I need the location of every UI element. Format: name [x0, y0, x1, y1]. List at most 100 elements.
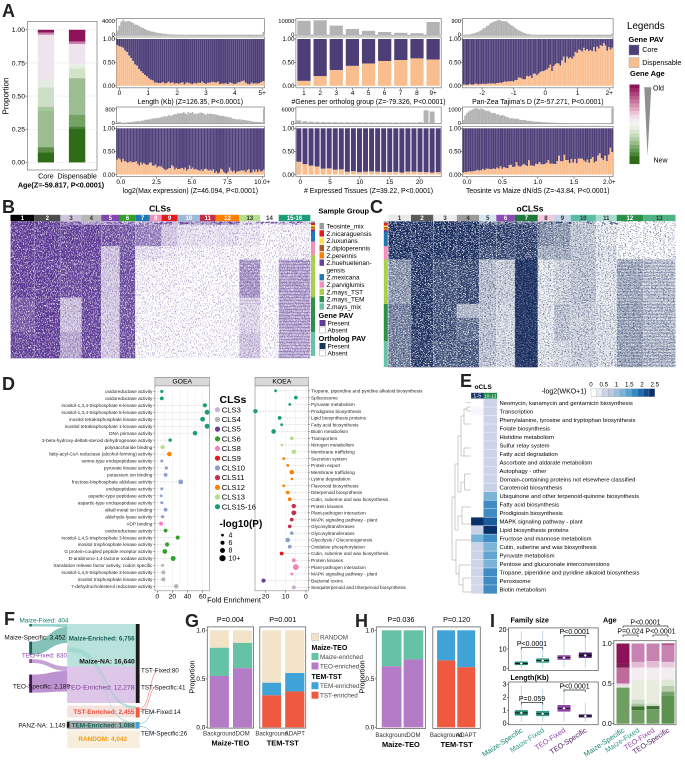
svg-text:0: 0 — [155, 593, 159, 600]
svg-text:New: New — [654, 158, 669, 165]
svg-text:Transporters: Transporters — [311, 436, 338, 441]
svg-text:Background: Background — [375, 732, 408, 739]
svg-text:P<0.0001: P<0.0001 — [630, 619, 660, 626]
svg-text:Fold Enrichment: Fold Enrichment — [207, 596, 261, 605]
svg-text:1.0: 1.0 — [365, 628, 374, 635]
svg-text:inositol tetrakisphosphate 1-k: inositol tetrakisphosphate 1-kinase acti… — [65, 424, 153, 429]
svg-text:2.0+: 2.0+ — [603, 179, 616, 186]
svg-text:P=0.059: P=0.059 — [519, 696, 545, 703]
svg-text:Phenylalanine, tyrosine and tr: Phenylalanine, tyrosine and tryptophan b… — [500, 418, 636, 424]
svg-text:CLS4: CLS4 — [222, 415, 241, 424]
svg-text:F: F — [4, 609, 15, 629]
svg-text:900: 900 — [451, 19, 461, 25]
svg-text:Z.mexicana: Z.mexicana — [327, 275, 360, 282]
svg-text:11: 11 — [603, 216, 610, 222]
svg-text:E: E — [460, 371, 472, 391]
svg-text:0.0: 0.0 — [463, 179, 472, 186]
svg-text:Fructose and mannose metabolis: Fructose and mannose metabolism — [500, 537, 592, 543]
svg-text:6000: 6000 — [281, 108, 294, 114]
svg-text:Transcription: Transcription — [500, 410, 534, 416]
svg-text:Maize-TEO: Maize-TEO — [382, 740, 420, 749]
svg-text:Membrane trafficking: Membrane trafficking — [311, 450, 355, 455]
svg-text:P=0.120: P=0.120 — [443, 615, 470, 624]
svg-text:ADAPT: ADAPT — [456, 732, 477, 739]
svg-text:Domain-containing proteins not: Domain-containing proteins not elsewhere… — [500, 477, 636, 483]
svg-text:P=0.024: P=0.024 — [617, 628, 643, 635]
svg-text:Nitrogen metabolism: Nitrogen metabolism — [311, 443, 354, 448]
svg-text:Protein kinases: Protein kinases — [311, 504, 344, 509]
svg-text:10.0+: 10.0+ — [254, 179, 270, 186]
svg-text:Maize-Specific: 3,452: Maize-Specific: 3,452 — [4, 635, 66, 642]
svg-text:2: 2 — [318, 90, 322, 97]
svg-text:11: 11 — [205, 216, 212, 222]
svg-text:0.5: 0.5 — [196, 676, 205, 683]
svg-text:Z.luxurians: Z.luxurians — [327, 238, 358, 245]
svg-text:aspartic-type peptidase activi: aspartic-type peptidase activity — [88, 494, 153, 499]
svg-text:log2(Max expression) (Z=46.094: log2(Max expression) (Z=46.094, P<0.0001… — [123, 188, 258, 195]
svg-text:Tropane, piperidine and pyridi: Tropane, piperidine and pyridine alkaloi… — [500, 570, 640, 576]
svg-text:Histidine metabolism: Histidine metabolism — [500, 435, 554, 441]
svg-text:0: 0 — [118, 90, 122, 97]
svg-text:1.00: 1.00 — [103, 126, 116, 133]
svg-text:0.00: 0.00 — [282, 83, 295, 90]
svg-text:Z.perennis: Z.perennis — [327, 253, 357, 260]
svg-text:# Expressed Tissues (Z=39.22,: # Expressed Tissues (Z=39.22, P<0.0001) — [304, 188, 433, 195]
svg-text:CLSs: CLSs — [149, 204, 171, 214]
svg-text:Dispensable: Dispensable — [642, 59, 681, 67]
svg-text:5+: 5+ — [259, 90, 267, 97]
svg-text:GOEA: GOEA — [172, 379, 192, 386]
svg-text:0: 0 — [589, 381, 593, 388]
svg-text:Z.parviglumis: Z.parviglumis — [327, 282, 365, 289]
svg-text:aspartic-type endopeptidase ac: aspartic-type endopeptidase activity — [78, 501, 153, 506]
svg-text:inositol-1,4,5-trisphosphate 3: inositol-1,4,5-trisphosphate 3-kinase ac… — [61, 535, 153, 540]
svg-text:Present: Present — [328, 343, 350, 350]
svg-text:Z.nicaraguensis: Z.nicaraguensis — [327, 231, 372, 238]
svg-text:CLS9: CLS9 — [222, 454, 241, 463]
svg-text:Glycolysis / Gluconeogenesis: Glycolysis / Gluconeogenesis — [311, 538, 373, 543]
svg-text:Biotin metabolism: Biotin metabolism — [500, 587, 547, 593]
svg-text:P=0.001: P=0.001 — [269, 615, 296, 624]
svg-text:inositol tetrakisphosphate kin: inositol tetrakisphosphate kinase activi… — [69, 417, 153, 422]
svg-text:3: 3 — [335, 90, 339, 97]
svg-text:5: 5 — [367, 90, 371, 97]
svg-text:DOM: DOM — [406, 732, 420, 739]
svg-text:0: 0 — [304, 593, 308, 600]
svg-text:1: 1 — [302, 90, 306, 97]
svg-text:Sample Group: Sample Group — [319, 207, 370, 216]
svg-text:1.0: 1.0 — [602, 641, 612, 648]
svg-text:polysaccharide binding: polysaccharide binding — [105, 445, 153, 450]
svg-text:10000: 10000 — [278, 19, 294, 25]
svg-text:Autophagy - other: Autophagy - other — [500, 469, 547, 475]
svg-text:CLS13: CLS13 — [222, 493, 245, 502]
svg-text:Teosinte_mix: Teosinte_mix — [327, 224, 365, 231]
svg-text:gensis: gensis — [327, 267, 345, 274]
svg-text:RANDOM: 4,042: RANDOM: 4,042 — [78, 736, 127, 743]
svg-text:1: 1 — [576, 90, 580, 97]
svg-text:0.50: 0.50 — [12, 93, 25, 100]
svg-text:#Genes per ortholog group (Z=-: #Genes per ortholog group (Z=-79.326, P<… — [292, 99, 446, 106]
svg-text:TST-Fixed:80: TST-Fixed:80 — [141, 668, 179, 675]
svg-text:Length (Kb) (Z=126.35, P<0.000: Length (Kb) (Z=126.35, P<0.0001) — [138, 99, 243, 106]
svg-text:1.00: 1.00 — [449, 126, 462, 133]
svg-text:RANDOM: RANDOM — [320, 634, 348, 641]
svg-text:Background: Background — [203, 731, 236, 738]
svg-text:0.5: 0.5 — [498, 179, 507, 186]
svg-text:CLS12: CLS12 — [222, 483, 245, 492]
svg-text:Carotenoid biosynthesis: Carotenoid biosynthesis — [500, 486, 563, 492]
svg-text:Teosinte vs Maize dN/dS (Z=-43: Teosinte vs Maize dN/dS (Z=-43.84, P<0.0… — [466, 188, 610, 195]
svg-text:0.00: 0.00 — [449, 172, 462, 179]
svg-text:Pentose and glucuronate interc: Pentose and glucuronate interconversions — [500, 562, 610, 568]
svg-text:TEO-Fixed: 830: TEO-Fixed: 830 — [22, 652, 68, 659]
svg-text:Age: Age — [603, 616, 617, 625]
svg-text:I: I — [490, 611, 495, 631]
svg-text:Spliceosome: Spliceosome — [311, 395, 338, 400]
svg-text:P=0.004: P=0.004 — [217, 615, 244, 624]
svg-text:0.0: 0.0 — [365, 725, 374, 732]
svg-text:10: 10 — [499, 646, 507, 653]
svg-text:3: 3 — [503, 682, 507, 689]
svg-text:TEO-Enriched: 12,278: TEO-Enriched: 12,278 — [67, 684, 135, 691]
svg-text:Peroxisome: Peroxisome — [500, 579, 532, 585]
svg-text:fructose-bisphosphate aldolase: fructose-bisphosphate aldolase activity — [72, 480, 153, 485]
svg-text:0: 0 — [503, 666, 507, 673]
svg-text:4000: 4000 — [102, 19, 115, 25]
